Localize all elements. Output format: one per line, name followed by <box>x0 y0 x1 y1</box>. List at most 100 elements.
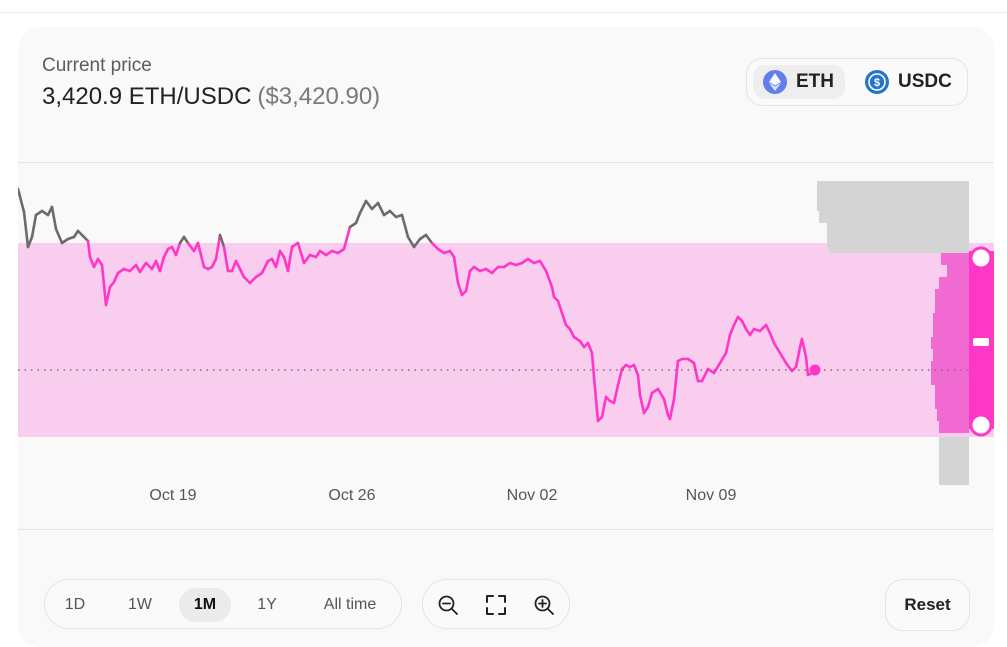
price-line-segment <box>234 259 242 271</box>
liquidity-bar <box>827 241 969 247</box>
price-line-segment <box>550 285 556 299</box>
liquidity-bar <box>817 187 969 193</box>
price-line-segment <box>26 235 34 249</box>
price-line-segment <box>296 241 306 265</box>
liquidity-bar <box>939 421 969 433</box>
chart-divider <box>18 529 994 530</box>
price-line-segment <box>50 205 58 231</box>
range-1d-button[interactable]: 1D <box>64 596 86 613</box>
price-line-segment <box>538 259 548 273</box>
liquidity-bar <box>819 211 969 217</box>
x-tick-label: Oct 19 <box>149 487 197 504</box>
token-option-eth[interactable]: ETH <box>753 65 845 99</box>
price-line-segment <box>612 383 620 405</box>
token-symbol: USDC <box>898 71 952 92</box>
liquidity-bar <box>817 199 969 205</box>
price-line-segment <box>218 233 226 249</box>
price-line-segment <box>86 239 92 259</box>
price-line-segment <box>712 361 722 375</box>
reset-button[interactable]: Reset <box>885 579 970 631</box>
price-line-segment <box>560 311 568 327</box>
range-1w-button[interactable]: 1W <box>128 596 152 613</box>
price-line-segment <box>740 319 748 331</box>
price-line-segment <box>600 395 608 419</box>
liquidity-bar <box>935 301 969 313</box>
usdc-icon: $ <box>865 70 889 94</box>
price-chart[interactable] <box>18 167 994 527</box>
price-line-segment <box>342 225 352 251</box>
price-line-segment <box>76 229 86 239</box>
liquidity-bar <box>935 397 969 409</box>
price-usd-value: ($3,420.90) <box>257 83 381 110</box>
price-line-segment <box>718 351 728 365</box>
range-min-handle[interactable] <box>969 413 993 437</box>
liquidity-bar <box>817 181 969 187</box>
zoom-out-icon <box>438 595 458 615</box>
price-range-band <box>18 243 994 437</box>
price-line-segment <box>260 259 270 275</box>
zoom-in-icon <box>534 595 554 615</box>
price-line-segment <box>138 261 148 274</box>
fit-screen-button[interactable] <box>479 588 513 622</box>
price-line-segment <box>590 351 596 379</box>
price-line-segment <box>452 255 460 285</box>
price-line-segment <box>54 227 64 245</box>
price-line-segment <box>30 213 38 239</box>
token-option-usdc[interactable]: $ USDC <box>855 65 963 99</box>
price-line-segment <box>804 355 810 377</box>
range-all-time-button[interactable]: All time <box>323 596 377 613</box>
price-line-segment <box>430 241 440 251</box>
liquidity-bar <box>829 247 969 253</box>
price-line-segment <box>274 249 282 269</box>
zoom-in-button[interactable] <box>527 588 561 622</box>
price-pair-value: 3,420.9 ETH/USDC <box>42 83 252 110</box>
price-line-segment <box>354 211 362 225</box>
price-line-segment <box>778 351 788 365</box>
current-price-marker <box>809 364 821 376</box>
price-line-segment <box>464 269 472 293</box>
liquidity-bar <box>939 277 969 289</box>
price-line-segment <box>556 299 564 315</box>
price-line-segment <box>728 323 736 337</box>
price-line-segment <box>370 201 380 211</box>
price-line-segment <box>364 199 374 211</box>
price-line-segment <box>22 210 30 249</box>
price-line-segment <box>242 275 252 285</box>
range-max-handle[interactable] <box>969 246 993 270</box>
price-line-segment <box>238 267 246 279</box>
liquidity-bar <box>939 437 969 449</box>
price-line-segment <box>18 187 26 214</box>
price-line-segment <box>724 333 732 355</box>
price-line-segment <box>100 263 108 307</box>
price-line-segment <box>302 253 312 265</box>
price-line-segment <box>144 261 154 271</box>
liquidity-bar <box>827 223 969 229</box>
time-range-selector: 1D 1W 1M 1Y All time <box>44 579 402 629</box>
price-line-segment <box>158 255 166 273</box>
price-line-segment <box>646 391 654 409</box>
price-line-segment <box>586 341 594 355</box>
range-1m-button[interactable]: 1M <box>179 588 231 622</box>
price-line-segment <box>568 327 576 339</box>
price-line-segment <box>214 233 222 261</box>
price-line-segment <box>424 233 434 245</box>
liquidity-bar <box>937 409 969 421</box>
ethereum-icon <box>763 70 787 94</box>
header-divider <box>18 162 994 163</box>
price-line-segment <box>656 387 666 401</box>
price-line-segment <box>88 255 96 269</box>
range-1y-button[interactable]: 1Y <box>257 596 277 613</box>
price-line-segment <box>772 341 782 355</box>
current-price-value: 3,420.9 ETH/USDC ($3,420.90) <box>42 83 380 111</box>
liquidity-bar <box>941 253 969 265</box>
price-line-segment <box>210 257 218 269</box>
price-line-segment <box>692 361 700 383</box>
price-line-segment <box>406 235 416 249</box>
liquidity-bar <box>933 313 969 325</box>
fit-screen-icon <box>486 595 506 615</box>
price-line-segment <box>638 393 646 415</box>
zoom-out-button[interactable] <box>431 588 465 622</box>
price-line-segment <box>784 361 794 373</box>
x-tick-label: Nov 02 <box>506 487 558 504</box>
range-slider-grip[interactable] <box>973 338 989 346</box>
